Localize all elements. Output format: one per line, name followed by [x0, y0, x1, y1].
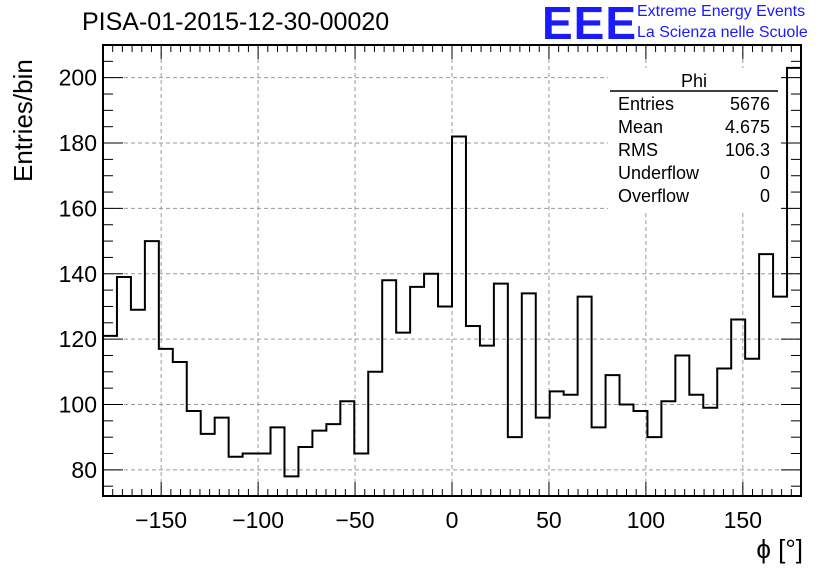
stats-box: Phi Entries 5676 Mean 4.675 RMS 106.3 Underflo… — [608, 68, 780, 210]
axis-ticks — [103, 45, 801, 496]
stats-row-label: Entries — [618, 94, 674, 114]
x-tick-label: 100 — [627, 507, 665, 533]
stats-row-value: 0 — [760, 186, 770, 206]
y-tick-label: 80 — [71, 457, 97, 483]
y-tick-label: 100 — [59, 391, 97, 417]
x-tick-label: −150 — [135, 507, 187, 533]
logo-subtitle-line1: Extreme Energy Events — [637, 3, 806, 20]
stats-row-label: Overflow — [618, 186, 690, 206]
x-tick-label: 150 — [724, 507, 762, 533]
y-tick-label: 120 — [59, 326, 97, 352]
histogram-outline — [102, 66, 802, 496]
stats-row-value: 4.675 — [725, 117, 770, 137]
axis-tick-labels: −150 −100 −50 0 50 100 150 80 100 120 140 160 180 200 — [59, 65, 762, 533]
stats-row-value: 0 — [760, 163, 770, 183]
stats-row-value: 5676 — [730, 94, 770, 114]
stats-row-label: Underflow — [618, 163, 700, 183]
x-tick-label: −50 — [336, 507, 375, 533]
y-tick-label: 200 — [59, 65, 97, 91]
x-axis-label: ϕ [°] — [756, 534, 803, 564]
x-tick-label: −100 — [232, 507, 284, 533]
y-tick-label: 180 — [59, 130, 97, 156]
stats-row-label: RMS — [618, 140, 658, 160]
stats-row-label: Mean — [618, 117, 663, 137]
y-tick-label: 140 — [59, 261, 97, 287]
x-tick-label: 0 — [446, 507, 459, 533]
stats-title: Phi — [681, 71, 707, 91]
eee-logo: EEE — [542, 0, 638, 49]
logo-subtitle-line2: La Scienza nelle Scuole — [637, 24, 808, 41]
y-tick-label: 160 — [59, 195, 97, 221]
chart-title: PISA-01-2015-12-30-00020 — [82, 8, 390, 36]
stats-row-value: 106.3 — [725, 140, 770, 160]
x-tick-label: 50 — [536, 507, 562, 533]
y-axis-label: Entries/bin — [8, 59, 38, 182]
